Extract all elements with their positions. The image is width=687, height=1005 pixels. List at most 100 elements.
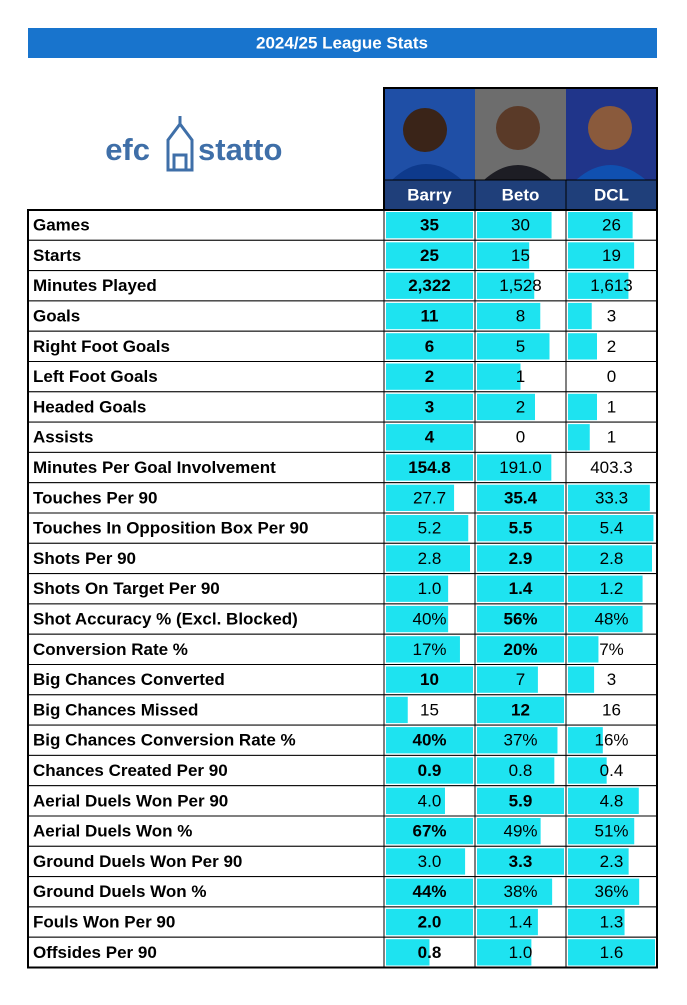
row-label: Big Chances Missed [33,700,198,719]
data-bar [386,666,473,693]
data-bar [386,272,473,299]
value: 16 [602,700,621,719]
data-bar [568,939,655,966]
value: 0.8 [509,761,533,780]
data-bar [477,666,538,693]
data-bar [477,939,532,966]
data-bar [386,605,449,633]
value: 5.5 [509,519,533,538]
row-label: Starts [33,246,81,265]
data-bar [477,575,564,602]
value: 2.8 [418,549,442,568]
row-label: Conversion Rate % [33,640,188,659]
data-bar [568,878,640,905]
data-bar [386,545,470,572]
data-bar [386,818,473,845]
row-label-cell [27,482,385,514]
title: 2024/25 League Stats [256,33,428,52]
data-bar [477,393,535,421]
value: 67% [412,822,446,841]
value: 3.3 [509,852,533,871]
data-bar [477,545,564,572]
data-bar [568,242,635,269]
data-bar [386,242,473,269]
row-label: Shots Per 90 [33,549,136,568]
data-bar [568,515,654,542]
data-bar [477,272,535,299]
value: 16% [594,731,628,750]
value: 33.3 [595,488,628,507]
value-cell [565,361,658,393]
value: 11 [421,307,439,326]
data-bar [386,515,469,542]
value: 3 [607,307,616,326]
data-bar [477,636,564,663]
data-bar [386,908,473,936]
value: 2.8 [600,549,624,568]
value: 1.4 [509,579,533,598]
value: 1 [516,367,525,386]
data-bar [477,333,550,360]
row-label: Chances Created Per 90 [33,761,228,780]
value: 40% [412,610,446,629]
value: 1,613 [590,276,633,295]
value: 5 [516,337,525,356]
row-label-cell [27,542,385,575]
value: 36% [594,882,628,901]
value: 5.9 [509,791,533,810]
data-bar [568,575,643,602]
data-bar [386,848,466,875]
value: 2,322 [408,276,451,295]
row-label-cell [27,694,385,726]
value: 0 [607,367,616,386]
value: 1.6 [600,943,624,962]
data-bar [477,484,564,511]
data-bar [477,454,552,481]
value: 6 [425,337,434,356]
row-label: Big Chances Conversion Rate % [33,731,296,750]
row-label-cell [27,754,385,787]
value: 7 [516,670,525,689]
row-label-cell [27,664,385,696]
value: 3 [607,670,616,689]
value: 1.3 [600,913,624,932]
row-label-cell [27,361,385,393]
value: 1.4 [509,913,533,932]
data-bar [568,272,629,299]
row-label-cell [27,573,385,605]
value: 3 [425,397,434,416]
data-bar [477,818,541,845]
value: 44% [412,882,446,901]
value: 8 [516,307,525,326]
row-label: Fouls Won Per 90 [33,913,175,932]
logo-right: statto [198,132,282,167]
data-bar [386,302,473,330]
row-label-cell [27,330,385,363]
row-label: Headed Goals [33,397,146,416]
value: 5.4 [600,519,624,538]
data-bar [477,727,558,754]
data-bar [477,757,555,784]
value: 15 [420,700,439,719]
value: 0 [516,428,525,447]
header-border [383,87,658,211]
data-bar [568,908,625,936]
data-bar [386,727,473,754]
value: 20% [503,640,537,659]
value: 154.8 [408,458,451,477]
value: 40% [412,731,446,750]
data-bar [477,363,521,390]
data-bar [386,787,445,814]
data-bar [477,787,564,814]
row-label-cell [27,239,385,272]
value: 2 [516,397,525,416]
row-label: Ground Duels Won % [33,882,206,901]
value: 2.9 [509,549,533,568]
row-label: Big Chances Converted [33,670,225,689]
value: 0.4 [600,761,624,780]
data-bar [568,636,599,663]
row-label: Touches In Opposition Box Per 90 [33,519,309,538]
data-bar [386,212,473,239]
